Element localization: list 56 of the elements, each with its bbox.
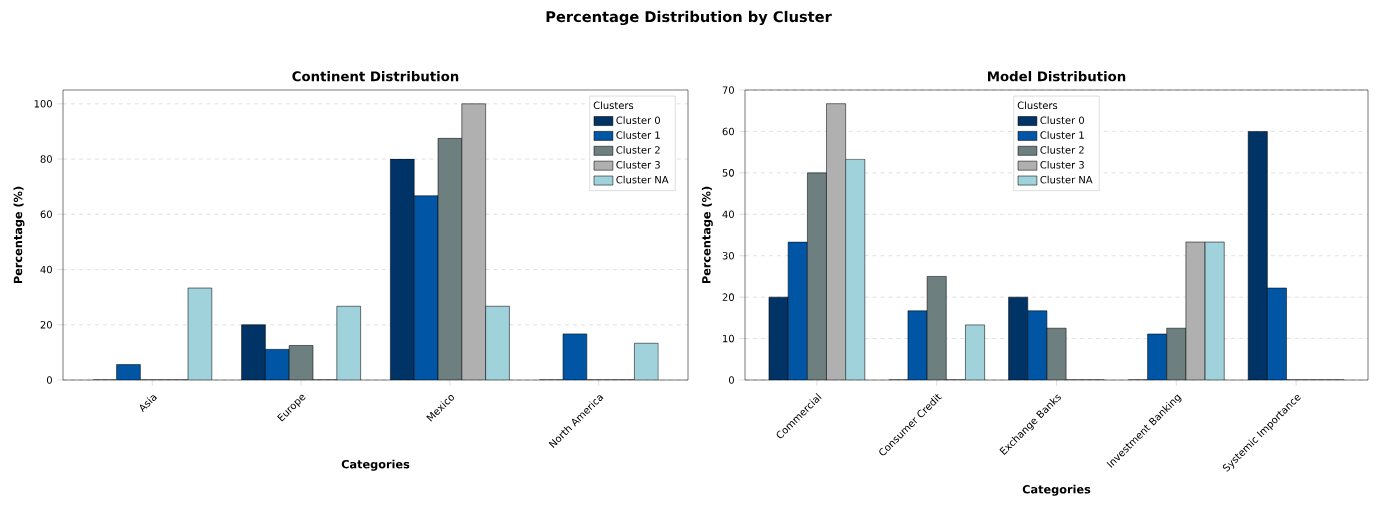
bar bbox=[437, 138, 463, 380]
y-tick-label: 60 bbox=[40, 210, 52, 219]
legend-label: Cluster 1 bbox=[1040, 131, 1084, 139]
bar bbox=[1267, 287, 1287, 380]
y-tick-label: 80 bbox=[40, 155, 52, 163]
y-tick-label: 20 bbox=[40, 320, 52, 329]
bar bbox=[187, 287, 213, 380]
y-tick-label: 100 bbox=[34, 100, 52, 108]
y-tick-label: 20 bbox=[722, 293, 734, 301]
y-axis-title: Percentage (%) bbox=[13, 186, 25, 284]
bar bbox=[1166, 328, 1186, 380]
legend-label: Cluster 3 bbox=[616, 160, 660, 169]
bar bbox=[634, 343, 659, 380]
bar bbox=[413, 195, 439, 380]
bar bbox=[390, 158, 415, 380]
bar bbox=[336, 306, 361, 380]
legend-label: Cluster 0 bbox=[1040, 116, 1085, 124]
bar bbox=[1247, 131, 1268, 380]
bar bbox=[788, 242, 808, 380]
legend-label: Cluster 3 bbox=[1040, 160, 1084, 169]
bar bbox=[965, 324, 985, 380]
bar bbox=[807, 172, 827, 380]
legend-label: Cluster 0 bbox=[616, 116, 660, 124]
y-tick-label: 60 bbox=[722, 127, 734, 136]
y-tick-label: 40 bbox=[40, 265, 52, 274]
legend-label: Cluster NA bbox=[1040, 175, 1093, 184]
y-tick-label: 50 bbox=[722, 169, 734, 177]
bar bbox=[845, 159, 865, 380]
bar bbox=[461, 103, 486, 380]
legend-title: Clusters bbox=[1017, 101, 1058, 110]
legend-label: Cluster 2 bbox=[616, 146, 660, 154]
bar bbox=[1008, 297, 1028, 380]
bar bbox=[1147, 334, 1167, 380]
y-tick-label: 30 bbox=[722, 251, 734, 260]
chart-title: Continent Distribution bbox=[292, 71, 459, 82]
y-tick-label: 0 bbox=[46, 376, 52, 384]
text: Percentage Distribution by Cluster bbox=[546, 10, 832, 26]
legend-label: Cluster NA bbox=[616, 175, 669, 184]
bar bbox=[826, 103, 846, 380]
bar bbox=[241, 324, 266, 380]
bar bbox=[485, 305, 510, 380]
x-axis-title: Categories bbox=[1022, 484, 1091, 496]
y-tick-label: 70 bbox=[722, 86, 734, 94]
legend-title: Clusters bbox=[593, 101, 634, 110]
chart-title: Model Distribution bbox=[988, 71, 1126, 82]
y-tick-label: 10 bbox=[723, 334, 734, 343]
bar bbox=[265, 349, 290, 380]
y-axis-title: Percentage (%) bbox=[701, 186, 713, 284]
bar bbox=[1205, 242, 1225, 380]
legend-label: Cluster 2 bbox=[1040, 146, 1084, 154]
bar bbox=[1027, 310, 1047, 380]
bar bbox=[927, 276, 947, 380]
legend-label: Cluster 1 bbox=[616, 131, 660, 139]
y-tick-label: 0 bbox=[728, 376, 734, 384]
x-axis-title: Categories bbox=[341, 459, 410, 471]
y-tick-label: 40 bbox=[722, 210, 734, 219]
